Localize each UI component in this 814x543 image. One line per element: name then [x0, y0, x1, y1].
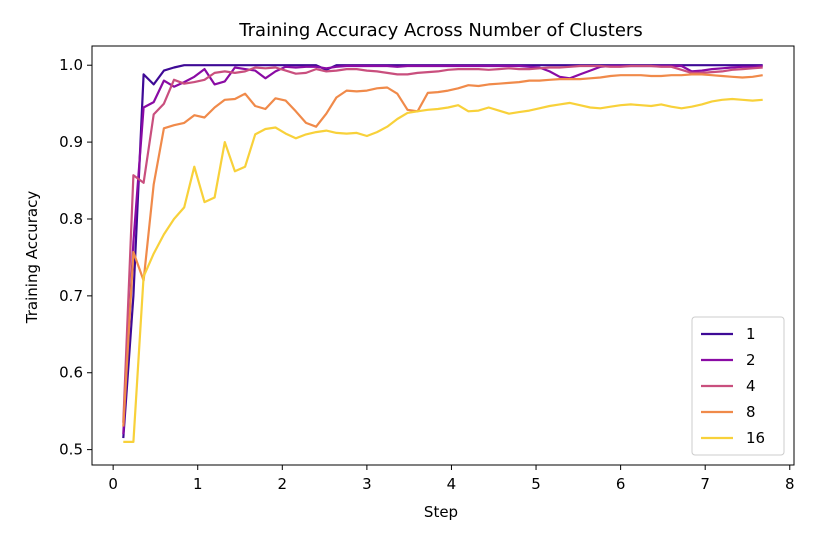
- legend-label-4: 4: [746, 377, 756, 395]
- y-tick-label: 0.8: [59, 210, 83, 228]
- series-line-1: [122, 64, 763, 439]
- y-tick-label: 0.7: [59, 287, 83, 305]
- series-line-16: [123, 97, 763, 443]
- y-tick-label: 0.6: [59, 364, 83, 382]
- x-tick-label: 2: [278, 475, 288, 493]
- plot-lines: [122, 64, 763, 443]
- legend: 1 2 4 8 16: [691, 316, 785, 456]
- x-tick-label: 7: [700, 475, 710, 493]
- y-tick-label: 0.9: [59, 133, 83, 151]
- y-tick-label: 1.0: [59, 56, 83, 74]
- x-tick-label: 5: [531, 475, 541, 493]
- y-axis-ticks: 0.5 0.6 0.7 0.8 0.9 1.0: [59, 56, 92, 459]
- legend-label-8: 8: [746, 403, 756, 421]
- series-line-2: [122, 64, 763, 435]
- y-axis-label: Training Accuracy: [23, 191, 41, 325]
- series-line-8: [122, 73, 763, 427]
- y-tick-label: 0.5: [59, 441, 83, 459]
- x-tick-label: 8: [785, 475, 795, 493]
- x-tick-label: 4: [447, 475, 457, 493]
- series-line-4: [122, 64, 763, 423]
- x-axis-ticks: 0 1 2 3 4 5 6 7 8: [108, 465, 795, 493]
- x-tick-label: 1: [193, 475, 203, 493]
- legend-label-16: 16: [746, 429, 765, 447]
- legend-label-1: 1: [746, 325, 756, 343]
- chart-title: Training Accuracy Across Number of Clust…: [238, 20, 642, 41]
- legend-label-2: 2: [746, 351, 756, 369]
- legend-box: [691, 316, 785, 456]
- plot-frame: [91, 45, 795, 466]
- x-tick-label: 6: [616, 475, 626, 493]
- x-axis-label: Step: [424, 503, 458, 521]
- x-tick-label: 3: [362, 475, 372, 493]
- x-tick-label: 0: [108, 475, 118, 493]
